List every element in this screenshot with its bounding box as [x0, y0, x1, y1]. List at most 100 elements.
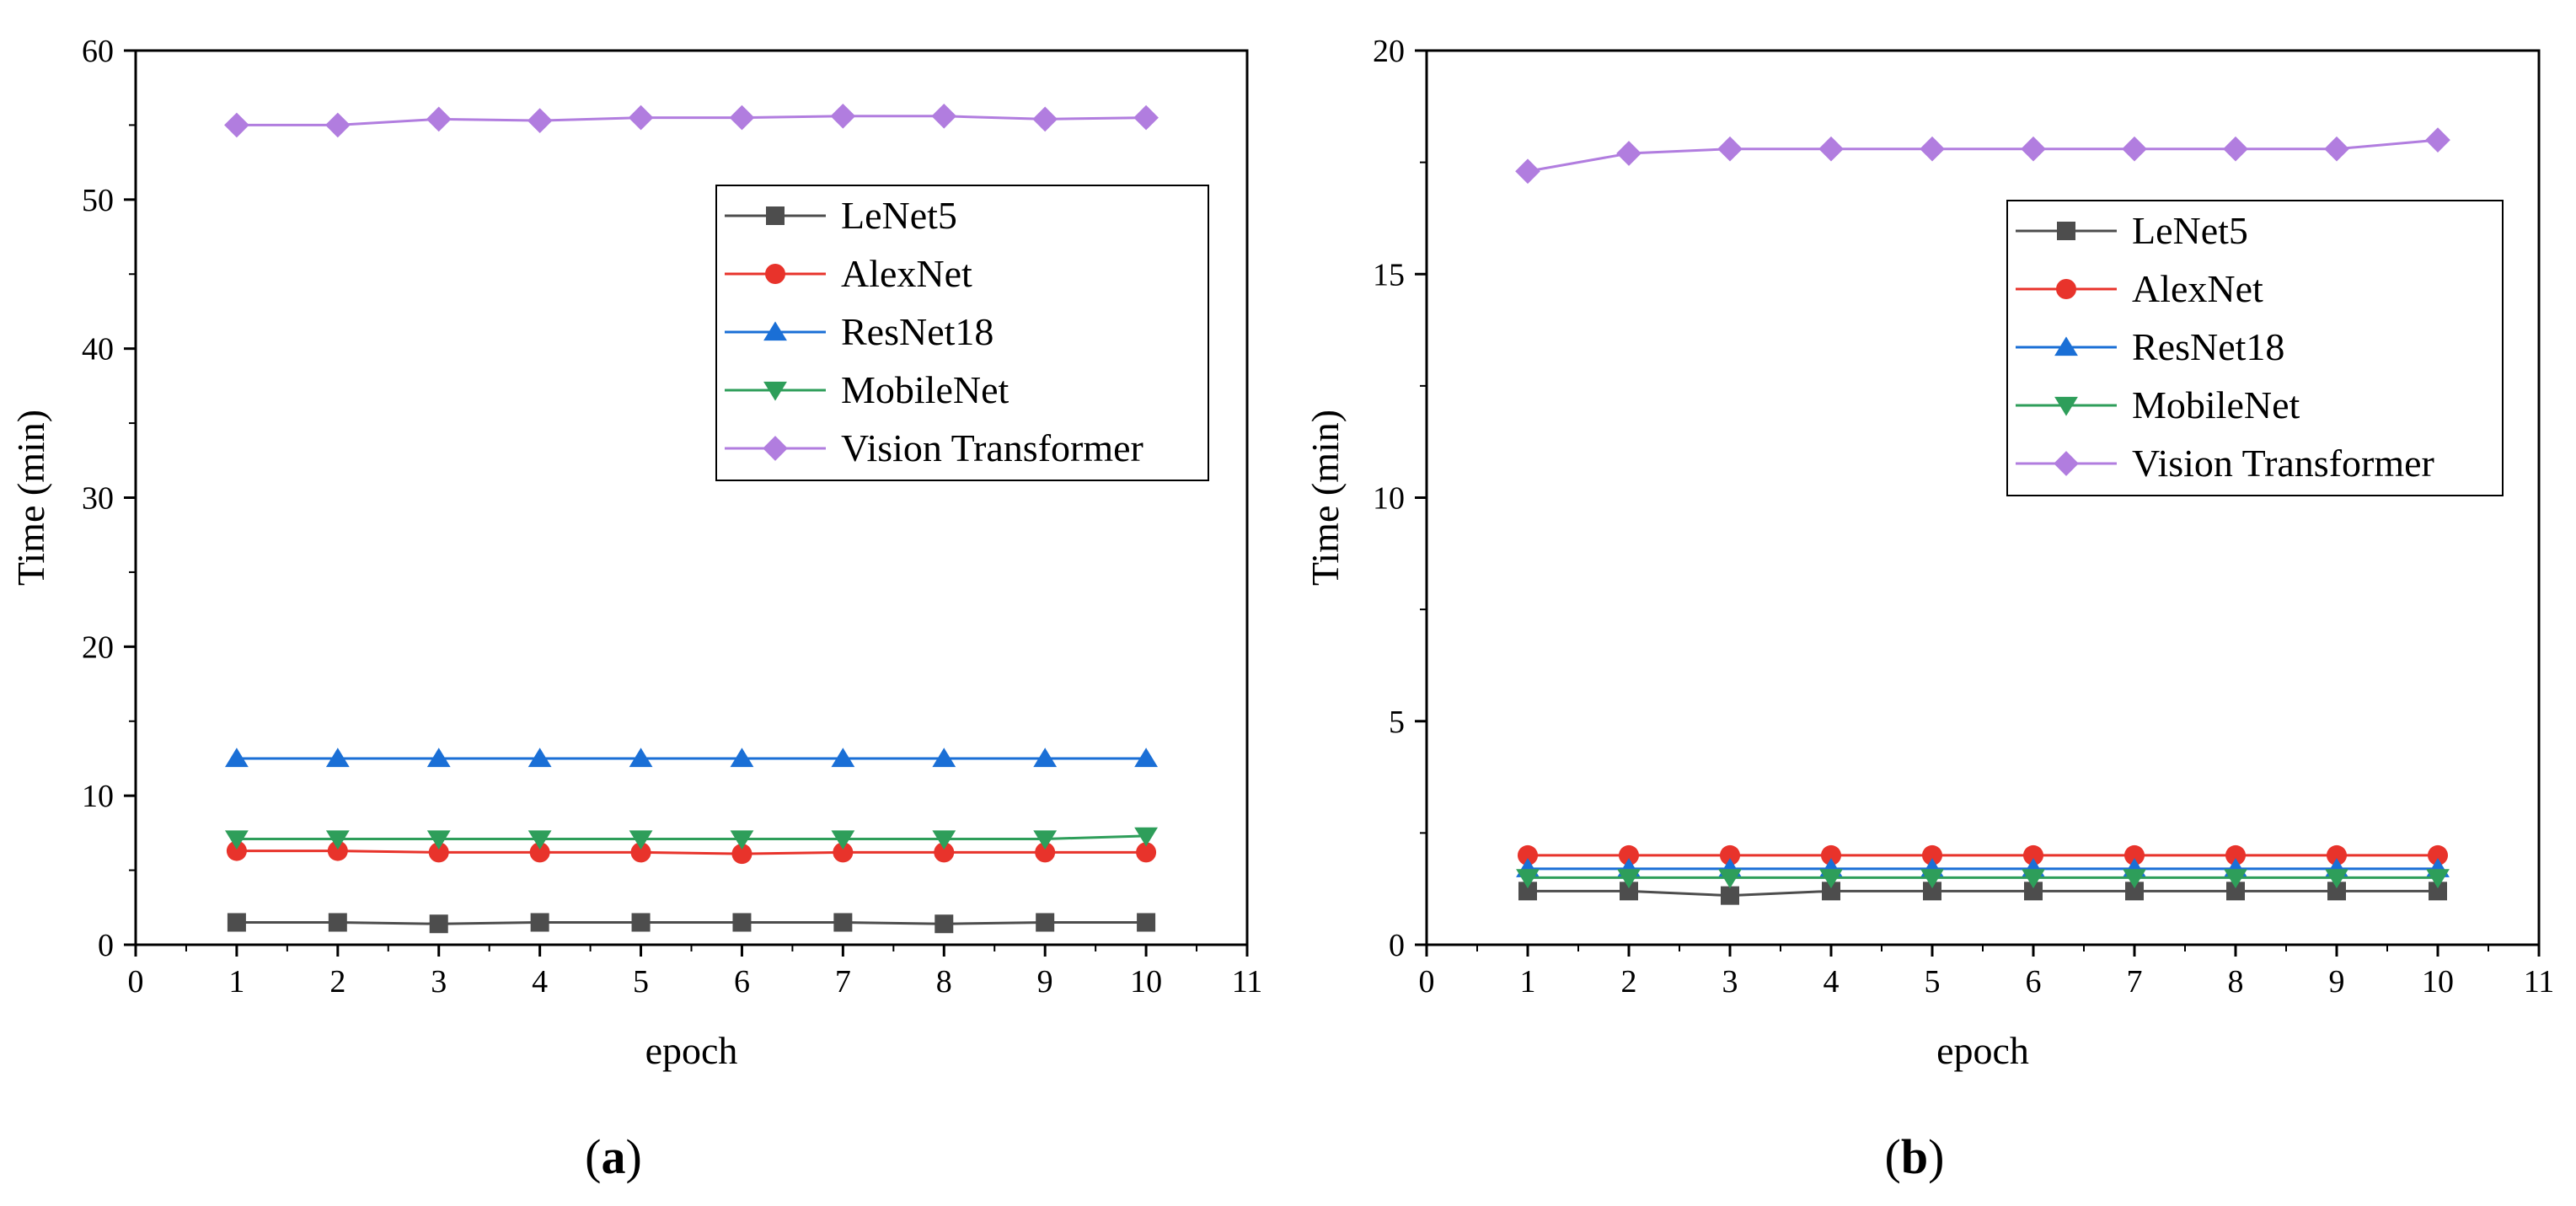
- data-point: [2023, 844, 2043, 866]
- data-point: [1717, 136, 1743, 162]
- data-point: [226, 840, 247, 861]
- data-point: [1819, 869, 1843, 889]
- x-tick-label: 3: [431, 964, 447, 1000]
- data-point: [935, 914, 954, 934]
- data-point: [328, 913, 347, 932]
- legend-marker: [2054, 451, 2079, 476]
- y-tick-label: 10: [82, 779, 114, 814]
- panel-caption: (a): [585, 1129, 642, 1184]
- data-point: [2223, 136, 2248, 162]
- x-tick-label: 4: [1824, 964, 1840, 1000]
- data-point: [1718, 869, 1742, 889]
- series-resnet18: [224, 748, 1159, 768]
- data-point: [2024, 882, 2043, 901]
- legend-label: AlexNet: [2132, 267, 2263, 310]
- data-point: [833, 913, 853, 932]
- data-point: [2428, 844, 2448, 866]
- series-line: [1527, 138, 2439, 173]
- legend-marker: [763, 436, 788, 461]
- y-tick-label: 5: [1389, 705, 1405, 740]
- data-point: [731, 844, 752, 865]
- x-tick-label: 7: [2127, 964, 2143, 1000]
- data-point: [1134, 748, 1159, 768]
- data-point: [1920, 869, 1944, 889]
- legend-label: LeNet5: [841, 194, 957, 237]
- data-point: [1518, 844, 1538, 866]
- data-point: [1720, 844, 1740, 866]
- series-mobilenet: [224, 827, 1159, 850]
- legend-label: MobileNet: [841, 368, 1010, 411]
- x-tick-label: 5: [633, 964, 649, 1000]
- series-lenet5: [1518, 882, 2447, 905]
- y-tick-label: 30: [82, 481, 114, 517]
- y-tick-label: 40: [82, 332, 114, 367]
- data-point: [1136, 842, 1157, 863]
- data-point: [2021, 136, 2046, 162]
- y-tick-label: 20: [1373, 34, 1405, 69]
- x-tick-label: 2: [329, 964, 345, 1000]
- series-vision-transformer: [1515, 127, 2450, 185]
- data-point: [224, 112, 249, 138]
- data-point: [2022, 869, 2045, 889]
- data-point: [2125, 882, 2144, 901]
- data-point: [730, 748, 754, 768]
- data-point: [629, 830, 653, 850]
- data-point: [2425, 127, 2450, 153]
- x-tick-label: 7: [835, 964, 851, 1000]
- legend-marker: [2054, 396, 2078, 416]
- data-point: [2225, 844, 2246, 866]
- data-point: [1617, 869, 1641, 889]
- data-point: [530, 913, 549, 932]
- y-tick-label: 0: [98, 928, 114, 963]
- legend-marker: [2057, 222, 2075, 240]
- data-point: [931, 103, 957, 129]
- data-point: [729, 105, 755, 131]
- data-point: [528, 748, 552, 768]
- series-line: [236, 920, 1147, 925]
- x-tick-label: 2: [1621, 964, 1637, 1000]
- data-point: [1137, 913, 1156, 932]
- y-tick-label: 15: [1373, 257, 1405, 292]
- legend-label: LeNet5: [2132, 209, 2248, 252]
- series-line: [236, 850, 1147, 855]
- y-tick-label: 0: [1389, 928, 1405, 963]
- x-tick-label: 0: [1419, 964, 1435, 1000]
- data-point: [932, 830, 956, 850]
- legend-label: ResNet18: [841, 310, 993, 353]
- x-tick-label: 4: [532, 964, 548, 1000]
- series-alexnet: [226, 840, 1157, 865]
- data-point: [2122, 136, 2147, 162]
- x-tick-label: 11: [2524, 964, 2555, 1000]
- series-resnet18: [1516, 858, 2450, 877]
- data-point: [528, 830, 552, 850]
- data-point: [327, 840, 348, 861]
- data-point: [1516, 869, 1540, 889]
- data-point: [1033, 748, 1058, 768]
- legend-marker: [766, 206, 785, 225]
- data-point: [934, 842, 955, 863]
- series-alexnet: [1518, 844, 2448, 866]
- y-axis-label: Time (min): [1304, 410, 1347, 586]
- data-point: [1515, 158, 1540, 185]
- data-point: [2327, 844, 2347, 866]
- x-axis-label: epoch: [645, 1029, 738, 1072]
- x-tick-label: 1: [228, 964, 244, 1000]
- data-point: [426, 106, 452, 132]
- data-point: [426, 830, 451, 850]
- x-tick-label: 0: [128, 964, 144, 1000]
- data-point: [630, 842, 651, 863]
- x-tick-label: 3: [1722, 964, 1738, 1000]
- x-tick-label: 1: [1520, 964, 1536, 1000]
- x-axis-label: epoch: [1936, 1029, 2029, 1072]
- data-point: [2325, 869, 2348, 889]
- y-tick-label: 20: [82, 630, 114, 665]
- data-point: [428, 842, 449, 863]
- data-point: [1821, 844, 1841, 866]
- x-tick-label: 8: [2228, 964, 2244, 1000]
- series-lenet5: [227, 913, 1156, 934]
- y-tick-label: 50: [82, 183, 114, 218]
- legend-marker: [2054, 336, 2078, 356]
- data-point: [831, 748, 855, 768]
- y-tick-label: 10: [1373, 481, 1405, 517]
